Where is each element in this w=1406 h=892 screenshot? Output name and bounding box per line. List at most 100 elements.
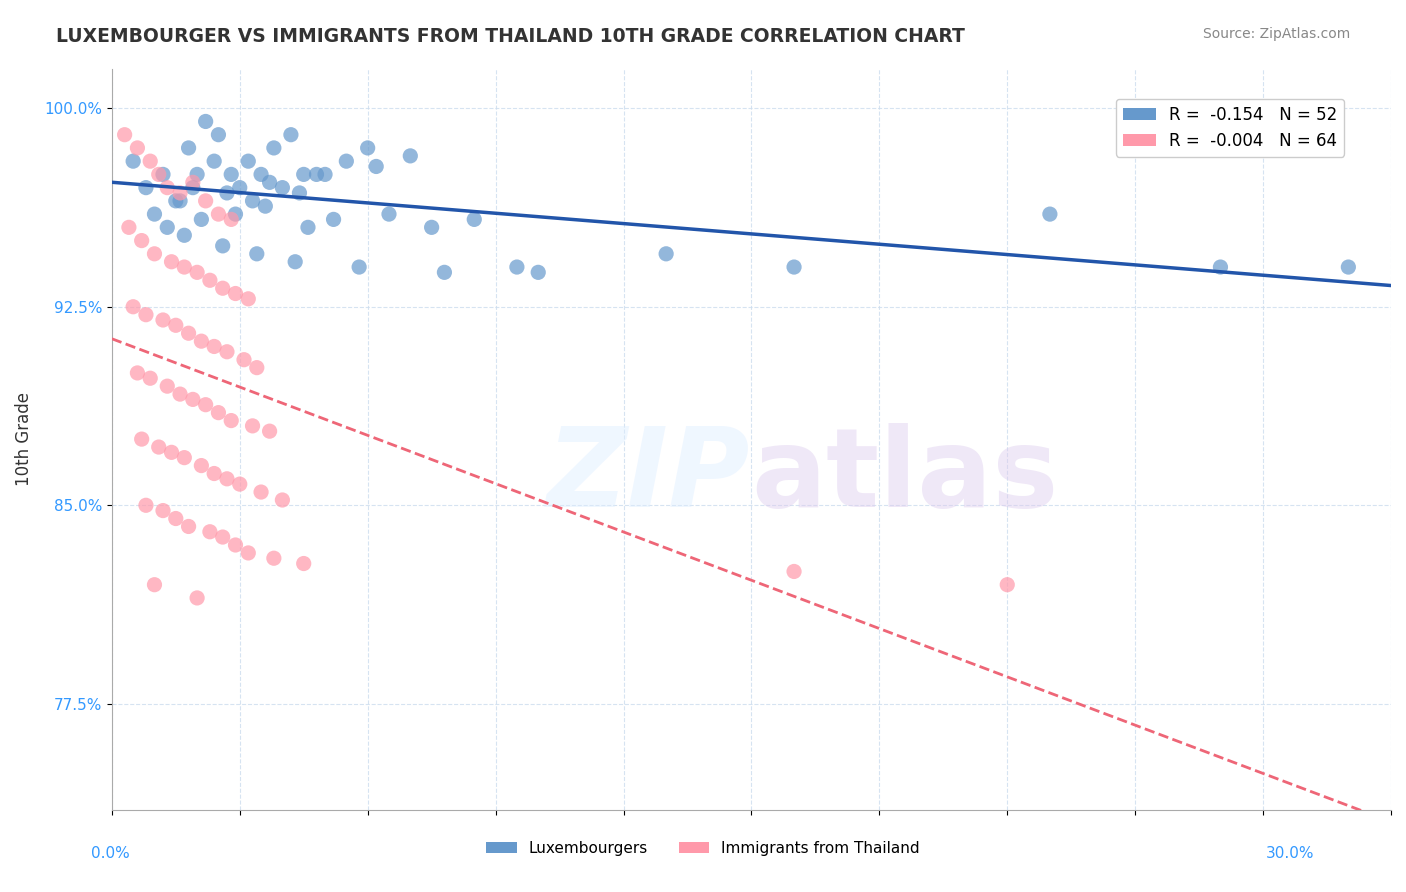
Point [292, 168, 315, 182]
Point [202, 467, 225, 481]
Point [229, 180, 252, 194]
Point [1209, 260, 1232, 274]
Point [131, 432, 153, 446]
Point [238, 292, 260, 306]
Point [215, 472, 238, 486]
Point [259, 175, 281, 189]
Point [292, 557, 315, 571]
Point [229, 477, 252, 491]
Point [177, 141, 200, 155]
Point [194, 114, 217, 128]
Point [215, 186, 238, 200]
Point [284, 254, 307, 268]
Point [173, 260, 195, 274]
Point [127, 141, 149, 155]
Point [160, 445, 183, 459]
Point [156, 379, 179, 393]
Point [207, 207, 229, 221]
Point [169, 194, 191, 208]
Point [263, 551, 285, 566]
Point [127, 366, 149, 380]
Point [169, 186, 191, 200]
Point [322, 212, 344, 227]
Point [250, 168, 273, 182]
Point [169, 387, 191, 401]
Point [186, 265, 208, 279]
Point [202, 339, 225, 353]
Point [173, 450, 195, 465]
Point [165, 511, 187, 525]
Point [783, 565, 806, 579]
Text: 0.0%: 0.0% [91, 846, 131, 861]
Point [202, 154, 225, 169]
Text: 30.0%: 30.0% [1267, 846, 1315, 861]
Legend: R =  -0.154   N = 52, R =  -0.004   N = 64: R = -0.154 N = 52, R = -0.004 N = 64 [1116, 99, 1344, 157]
Point [135, 180, 157, 194]
Point [995, 577, 1018, 591]
Point [263, 141, 285, 155]
Point [211, 281, 233, 295]
Y-axis label: 10th Grade: 10th Grade [15, 392, 32, 486]
Point [238, 154, 260, 169]
Point [181, 392, 204, 407]
Point [186, 168, 208, 182]
Legend: Luxembourgers, Immigrants from Thailand: Luxembourgers, Immigrants from Thailand [479, 835, 927, 862]
Point [224, 286, 246, 301]
Point [271, 180, 294, 194]
Point [463, 212, 485, 227]
Point [152, 168, 174, 182]
Point [122, 300, 145, 314]
Point [143, 247, 166, 261]
Text: ZIP: ZIP [547, 423, 751, 530]
Point [297, 220, 319, 235]
Point [246, 360, 269, 375]
Point [271, 493, 294, 508]
Point [211, 239, 233, 253]
Point [148, 440, 170, 454]
Point [356, 141, 378, 155]
Point [224, 207, 246, 221]
Text: Source: ZipAtlas.com: Source: ZipAtlas.com [1202, 27, 1350, 41]
Text: LUXEMBOURGER VS IMMIGRANTS FROM THAILAND 10TH GRADE CORRELATION CHART: LUXEMBOURGER VS IMMIGRANTS FROM THAILAND… [56, 27, 965, 45]
Point [288, 186, 311, 200]
Point [177, 326, 200, 341]
Point [156, 180, 179, 194]
Point [1039, 207, 1062, 221]
Point [305, 168, 328, 182]
Point [506, 260, 529, 274]
Point [224, 538, 246, 552]
Point [207, 406, 229, 420]
Point [242, 418, 264, 433]
Point [314, 168, 336, 182]
Point [378, 207, 401, 221]
Point [186, 591, 208, 605]
Point [148, 168, 170, 182]
Point [190, 334, 212, 348]
Point [190, 458, 212, 473]
Point [190, 212, 212, 227]
Point [527, 265, 550, 279]
Point [233, 352, 256, 367]
Point [139, 371, 162, 385]
Point [433, 265, 456, 279]
Point [198, 273, 221, 287]
Point [118, 220, 141, 235]
Point [219, 168, 242, 182]
Point [242, 194, 264, 208]
Point [114, 128, 136, 142]
Point [250, 485, 273, 500]
Point [173, 228, 195, 243]
Point [366, 160, 388, 174]
Point [1337, 260, 1360, 274]
Point [156, 220, 179, 235]
Point [399, 149, 422, 163]
Text: atlas: atlas [751, 423, 1059, 530]
Point [135, 308, 157, 322]
Point [152, 503, 174, 517]
Point [160, 254, 183, 268]
Point [246, 247, 269, 261]
Point [219, 414, 242, 428]
Point [165, 194, 187, 208]
Point [152, 313, 174, 327]
Point [143, 207, 166, 221]
